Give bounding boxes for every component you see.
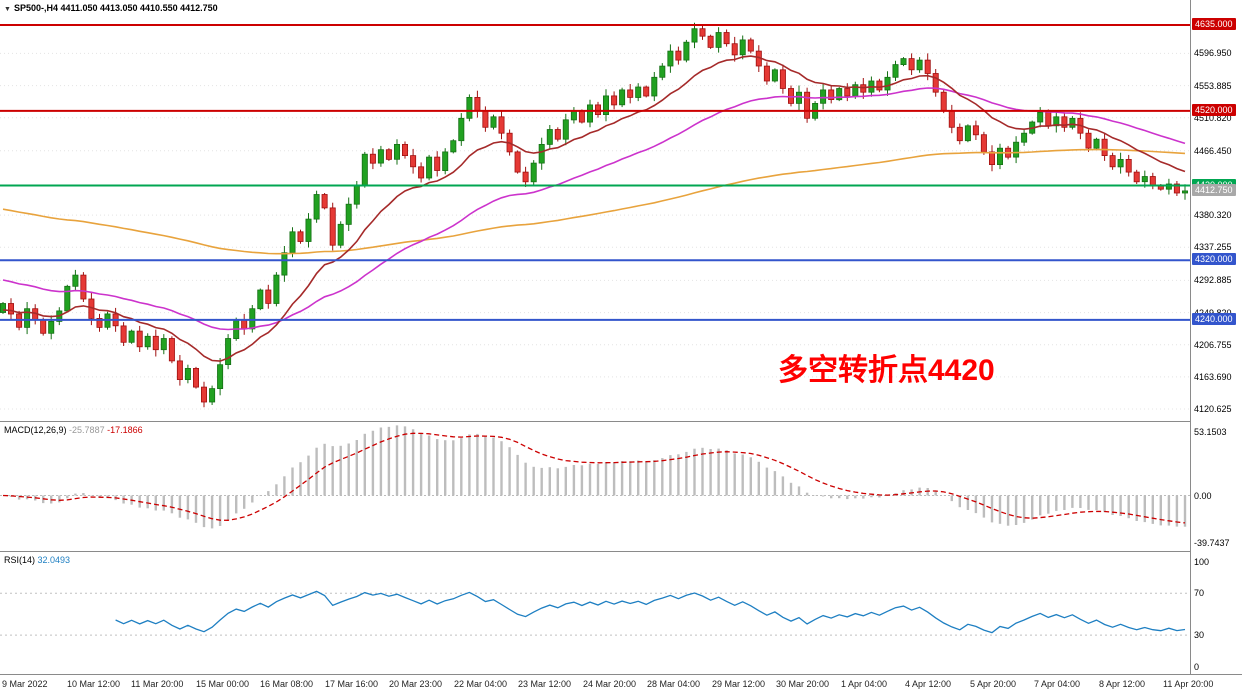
time-axis-label: 29 Mar 12:00	[712, 679, 766, 689]
rsi-panel[interactable]: RSI(14) 32.0493	[0, 552, 1190, 674]
candlestick-chart-surface[interactable]	[0, 0, 1190, 421]
rsi-label: RSI(14) 32.0493	[4, 555, 70, 565]
macd-axis-tick: 0.00	[1194, 491, 1212, 501]
time-axis-label: 5 Apr 20:00	[970, 679, 1017, 689]
rsi-name: RSI(14)	[4, 555, 36, 565]
price-tick: 4120.625	[1194, 404, 1232, 414]
rsi-axis-tick: 0	[1194, 662, 1200, 672]
price-chart-panel[interactable]: ▼ SP500-,H4 4411.050 4413.050 4410.550 44…	[0, 0, 1190, 421]
rsi-chart-surface[interactable]	[0, 552, 1190, 674]
time-axis-label: 11 Mar 20:00	[131, 679, 184, 689]
price-tick: 4380.320	[1194, 210, 1232, 220]
time-axis-label: 4 Apr 12:00	[905, 679, 952, 689]
axis-separator	[1190, 0, 1191, 674]
price-tick: 4466.450	[1194, 146, 1232, 156]
chart-header: ▼ SP500-,H4 4411.050 4413.050 4410.550 44…	[4, 3, 218, 13]
time-axis-label: 11 Apr 20:00	[1163, 679, 1214, 689]
time-axis-label: 22 Mar 04:00	[454, 679, 508, 689]
time-axis-label: 23 Mar 12:00	[518, 679, 572, 689]
time-axis-label: 24 Mar 20:00	[583, 679, 637, 689]
price-level-badge: 4240.000	[1192, 313, 1236, 325]
time-axis-label: 10 Mar 12:00	[67, 679, 121, 689]
price-tick: 4206.755	[1194, 340, 1232, 350]
macd-signal-value: -17.1866	[107, 425, 143, 435]
time-axis-label: 9 Mar 2022	[2, 679, 48, 689]
macd-axis-tick: 53.1503	[1194, 427, 1227, 437]
chart-annotation: 多空转折点4420	[778, 354, 995, 387]
chevron-down-icon[interactable]: ▼	[4, 6, 11, 13]
time-axis-label: 30 Mar 20:00	[776, 679, 830, 689]
time-axis: 9 Mar 2022 10 Mar 12:00 11 Mar 20:00 15 Mar…	[0, 675, 1242, 697]
rsi-axis-tick: 70	[1194, 588, 1205, 598]
price-tick: 4553.885	[1194, 81, 1232, 91]
price-tick: 4337.255	[1194, 242, 1232, 252]
time-axis-label: 8 Apr 12:00	[1099, 679, 1146, 689]
panel-divider	[0, 551, 1242, 552]
symbol-ohlc-label: SP500-,H4 4411.050 4413.050 4410.550 441…	[13, 3, 218, 13]
time-axis-label: 7 Apr 04:00	[1034, 679, 1081, 689]
time-axis-label: 28 Mar 04:00	[647, 679, 701, 689]
macd-panel[interactable]: MACD(12,26,9) -25.7887 -17.1866	[0, 422, 1190, 551]
price-level-badge: 4520.000	[1192, 104, 1236, 116]
panel-divider	[0, 674, 1242, 675]
rsi-axis-tick: 30	[1194, 630, 1205, 640]
price-level-badge: 4412.750	[1192, 184, 1236, 196]
macd-name: MACD(12,26,9)	[4, 425, 67, 435]
price-level-badge: 4320.000	[1192, 253, 1236, 265]
time-axis-label: 17 Mar 16:00	[325, 679, 379, 689]
macd-label: MACD(12,26,9) -25.7887 -17.1866	[4, 425, 143, 435]
macd-main-value: -25.7887	[69, 425, 105, 435]
time-axis-label: 1 Apr 04:00	[841, 679, 888, 689]
rsi-axis-tick: 100	[1194, 557, 1210, 567]
macd-chart-surface[interactable]	[0, 422, 1190, 551]
time-axis-label: 16 Mar 08:00	[260, 679, 314, 689]
price-axis: 4596.950 4553.885 4510.820 4466.450 4380.320…	[1191, 0, 1242, 674]
price-tick: 4510.820	[1194, 113, 1232, 123]
price-level-badge: 4635.000	[1192, 18, 1236, 30]
price-tick: 4163.690	[1194, 372, 1232, 382]
macd-axis-tick: -39.7437	[1194, 538, 1230, 548]
time-axis-label: 15 Mar 00:00	[196, 679, 250, 689]
panel-divider	[0, 421, 1242, 422]
price-tick: 4596.950	[1194, 48, 1232, 58]
time-axis-label: 20 Mar 23:00	[389, 679, 443, 689]
rsi-value: 32.0493	[37, 555, 71, 565]
price-tick: 4292.885	[1194, 275, 1232, 285]
